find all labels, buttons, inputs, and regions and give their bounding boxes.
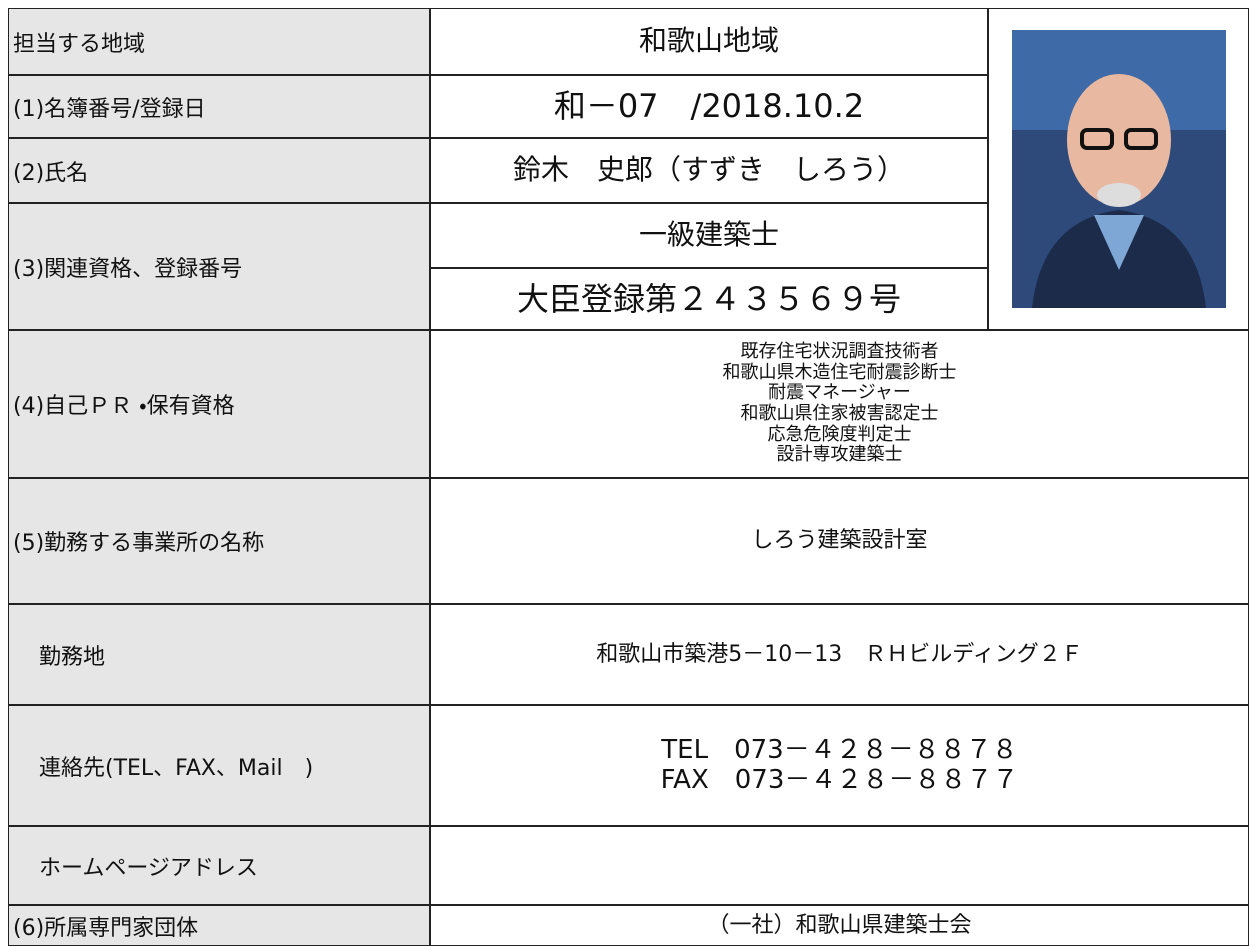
- value-text: 和歌山市築港5－10－13 ＲＨビルディング２Ｆ: [596, 641, 1083, 667]
- value-text: 和歌山地域: [638, 24, 779, 58]
- row-label: ホームページアドレス: [8, 826, 430, 905]
- row-label: (6)所属専門家団体: [8, 905, 430, 946]
- value-text: 耐震マネージャー: [768, 382, 911, 404]
- row-value: 既存住宅状況調査技術者 和歌山県木造住宅耐震診断士 耐震マネージャー 和歌山県住家被害…: [430, 330, 1249, 478]
- value-text: FAX 073－４２８－８８７７: [660, 764, 1019, 795]
- value-text: 一級建築士: [638, 218, 779, 252]
- photo: [1011, 30, 1226, 308]
- value-text: 設計専攻建築士: [776, 444, 903, 466]
- row-value: しろう建築設計室: [430, 478, 1249, 604]
- value-text: 和歌山県木造住宅耐震診断士: [722, 361, 957, 383]
- row-value: [430, 826, 1249, 905]
- row-value: 和－07 /2018.10.2: [430, 75, 988, 138]
- row-label: (3)関連資格、登録番号: [8, 203, 430, 330]
- row-label: (4)自己ＰＲ ・保有資格: [8, 330, 430, 478]
- row-value: 和歌山地域: [430, 8, 988, 75]
- row-label: (2)氏名: [8, 138, 430, 203]
- value-text: 鈴木 史郎（すずき しろう）: [512, 153, 905, 187]
- value-text: （一社）和歌山県建築士会: [707, 912, 972, 938]
- row-label: 担当する地域: [8, 8, 430, 75]
- row-value: 和歌山市築港5－10－13 ＲＨビルディング２Ｆ: [430, 604, 1249, 705]
- row-label: 勤務地: [8, 604, 430, 705]
- value-text: 和歌山県住家被害認定士: [740, 403, 939, 424]
- value-text: TEL 073－４２８－８８７８: [661, 734, 1018, 765]
- value-text: しろう建築設計室: [751, 528, 928, 554]
- photo-cell: [988, 8, 1249, 330]
- row-value: TEL 073－４２８－８８７８ FAX 073－４２８－８８７７: [430, 705, 1249, 826]
- row-value: 一級建築士: [430, 203, 988, 268]
- value-text: 既存住宅状況調査技術者: [740, 340, 939, 362]
- row-value: （一社）和歌山県建築士会: [430, 905, 1249, 946]
- value-text: 和－07 /2018.10.2: [553, 87, 865, 126]
- row-value: 鈴木 史郎（すずき しろう）: [430, 138, 988, 203]
- value-text: 応急危険度判定士: [767, 423, 912, 445]
- row-label: (5)勤務する事業所の名称: [8, 478, 430, 604]
- value-text: 大臣登録第２４３５６９号: [516, 279, 901, 318]
- row-value: 大臣登録第２４３５６９号: [430, 268, 988, 330]
- row-label: 連絡先(TEL、FAX、Mail ): [8, 705, 430, 826]
- row-label: (1)名簿番号/登録日: [8, 75, 430, 138]
